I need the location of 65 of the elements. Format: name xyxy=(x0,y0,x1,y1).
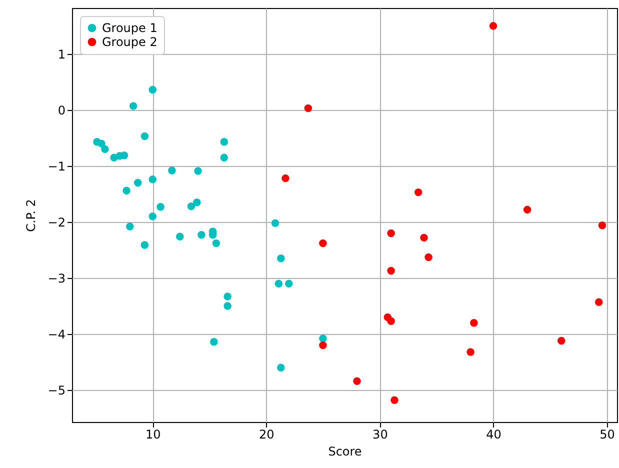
point xyxy=(470,318,478,327)
point xyxy=(594,298,603,306)
point xyxy=(304,104,312,112)
legend-label: Groupe 1 xyxy=(102,21,158,35)
point xyxy=(271,219,280,227)
y-tick-label: −1 xyxy=(48,159,66,174)
x-tick-label: 20 xyxy=(259,428,274,442)
point xyxy=(390,396,398,404)
point xyxy=(282,174,290,182)
x-tick-label: 10 xyxy=(145,428,161,442)
point xyxy=(198,231,206,239)
point xyxy=(224,292,232,300)
point xyxy=(220,138,228,146)
point xyxy=(140,241,149,249)
point xyxy=(387,317,395,326)
point xyxy=(187,202,196,210)
x-tick-label: 30 xyxy=(372,428,388,442)
point xyxy=(319,239,327,248)
point xyxy=(224,302,232,310)
point xyxy=(319,334,327,342)
point xyxy=(557,336,566,345)
point xyxy=(319,341,327,350)
x-tick-label: 50 xyxy=(600,428,615,442)
y-tick-label: −5 xyxy=(48,384,66,398)
point xyxy=(274,280,283,288)
point xyxy=(387,229,395,238)
y-axis-title: C.P. 2 xyxy=(24,199,38,232)
point xyxy=(126,222,134,230)
point xyxy=(277,364,285,372)
point xyxy=(210,338,218,346)
point xyxy=(168,166,176,174)
point xyxy=(220,154,228,162)
point xyxy=(140,132,149,140)
point xyxy=(420,234,428,242)
point xyxy=(148,176,156,184)
point xyxy=(101,145,109,154)
point xyxy=(122,186,130,194)
point xyxy=(156,203,164,211)
point xyxy=(134,178,142,187)
point xyxy=(414,188,422,196)
y-tick-label: −3 xyxy=(48,272,66,286)
point xyxy=(194,167,202,175)
point xyxy=(489,22,498,30)
y-tick-label: −4 xyxy=(48,328,66,342)
point xyxy=(353,377,361,385)
point xyxy=(193,198,201,206)
x-tick-label: 40 xyxy=(486,428,502,442)
legend-label: Groupe 2 xyxy=(102,35,158,49)
point xyxy=(466,348,474,356)
point xyxy=(212,239,220,248)
point xyxy=(176,232,184,240)
y-tick-label: −2 xyxy=(48,216,66,230)
point xyxy=(98,140,106,148)
point xyxy=(523,206,532,214)
y-tick-label: 1 xyxy=(58,47,66,62)
point xyxy=(387,266,395,275)
x-axis-title: Score xyxy=(328,444,362,458)
point xyxy=(284,280,293,288)
point xyxy=(598,222,606,230)
point xyxy=(148,212,156,220)
point xyxy=(129,102,138,110)
point xyxy=(277,254,285,262)
point xyxy=(424,253,432,262)
y-tick-label: 0 xyxy=(58,103,66,118)
point xyxy=(148,86,156,94)
